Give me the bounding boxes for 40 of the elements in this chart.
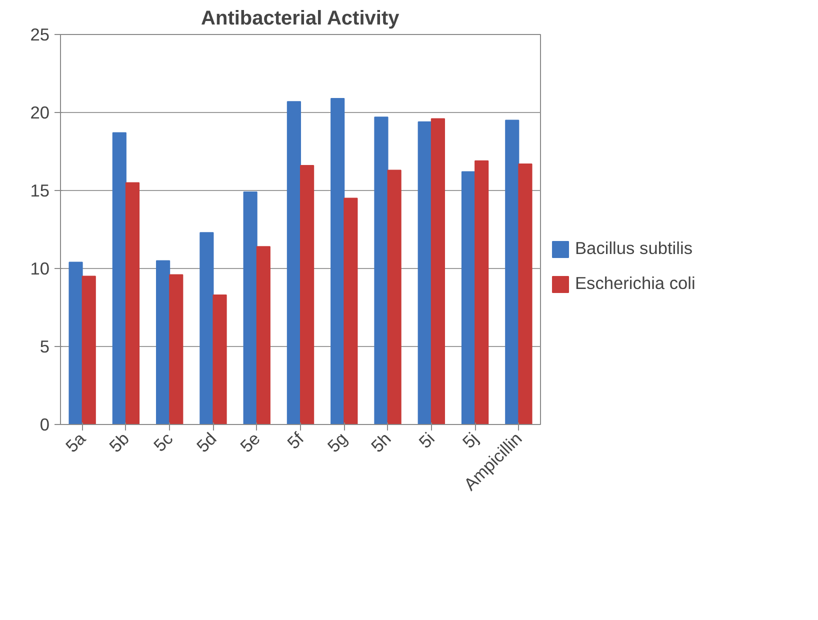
bar [387,170,402,424]
y-tick-label: 20 [30,102,50,122]
bar [243,192,258,424]
bar [374,116,388,424]
bar [212,294,227,424]
bar [344,198,358,424]
x-tick-label: 5e [236,428,264,456]
chart-title: Antibacterial Activity [201,8,400,30]
bar [156,260,170,424]
y-tick-label: 0 [40,414,50,434]
x-tick-label: 5d [192,428,220,456]
bar [505,120,520,424]
bar [474,160,489,424]
x-tick-label: 5c [150,428,177,456]
bar [200,232,214,424]
bar [112,132,126,424]
bar [518,163,532,424]
bar [256,246,270,424]
y-tick-label: 15 [30,180,50,200]
bar [418,121,432,424]
x-tick-label: 5a [62,428,90,456]
legend-label: Escherichia coli [575,273,696,294]
x-tick-label: 5h [367,428,395,456]
bar [68,262,83,424]
x-tick-label: 5b [105,428,134,456]
bar [125,182,140,424]
bar [430,118,445,424]
x-tick-label: 5g [323,428,352,456]
bar [169,274,184,424]
y-tick-label: 5 [40,336,50,356]
y-tick-label: 25 [30,24,50,44]
y-tick-label: 10 [30,258,50,278]
bar [82,276,96,424]
bar [461,171,476,424]
legend-label: Bacillus subtilis [575,238,692,259]
bar [330,98,345,424]
x-tick-label: 5i [414,428,438,452]
bar [300,165,314,424]
bar [286,101,301,424]
x-tick-label: 5f [283,428,308,453]
